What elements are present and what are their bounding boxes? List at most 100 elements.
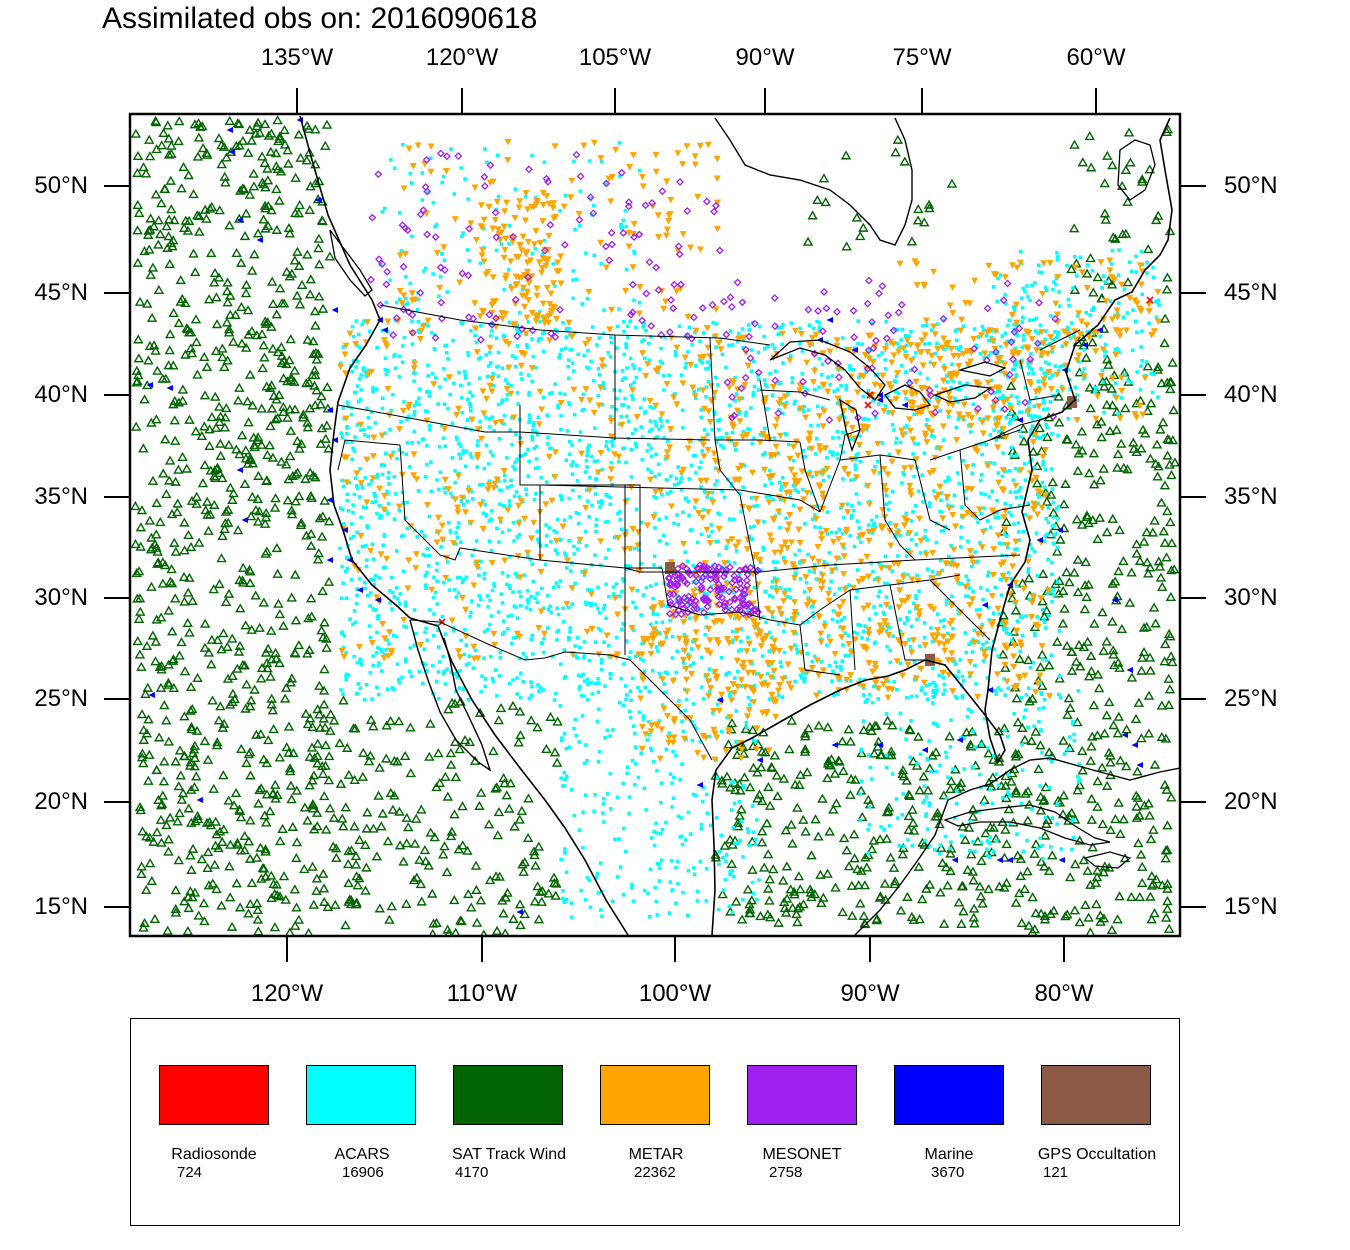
- acars-marker: [541, 606, 546, 611]
- sat-track-wind-marker: [168, 654, 179, 664]
- acars-marker: [533, 246, 538, 251]
- sat-track-wind-marker: [513, 737, 524, 747]
- acars-marker: [584, 458, 589, 463]
- acars-marker: [565, 429, 570, 433]
- acars-marker: [665, 670, 670, 675]
- sat-track-wind-marker: [349, 821, 360, 831]
- acars-marker: [544, 480, 549, 484]
- sat-track-wind-marker: [1149, 908, 1160, 918]
- sat-track-wind-marker: [1076, 426, 1088, 436]
- acars-marker: [804, 642, 808, 647]
- sat-track-wind-marker: [1039, 830, 1051, 840]
- acars-marker: [634, 762, 638, 766]
- acars-marker: [817, 321, 822, 325]
- sat-track-wind-marker: [181, 463, 192, 473]
- acars-marker: [914, 596, 918, 601]
- acars-marker: [1011, 478, 1016, 482]
- acars-marker: [661, 533, 666, 538]
- acars-marker: [1019, 495, 1024, 499]
- sat-track-wind-marker: [168, 307, 179, 317]
- sat-track-wind-marker: [178, 161, 189, 172]
- sat-track-wind-marker: [261, 475, 272, 485]
- sat-track-wind-marker: [312, 738, 323, 748]
- acars-marker: [424, 586, 428, 590]
- acars-marker: [500, 601, 505, 605]
- acars-marker: [683, 497, 688, 501]
- acars-marker: [482, 572, 487, 576]
- sat-track-wind-marker: [222, 277, 233, 287]
- sat-track-wind-marker: [987, 772, 999, 782]
- acars-marker: [765, 344, 769, 349]
- acars-marker: [654, 645, 659, 649]
- sat-track-wind-marker: [225, 482, 236, 492]
- sat-track-wind-marker: [373, 790, 384, 800]
- sat-track-wind-marker: [291, 290, 303, 300]
- sat-track-wind-marker: [1131, 548, 1142, 558]
- acars-marker: [955, 675, 960, 680]
- acars-marker: [360, 322, 364, 327]
- acars-marker: [617, 594, 622, 599]
- acars-marker: [739, 627, 744, 631]
- sat-track-wind-marker: [199, 351, 210, 362]
- acars-marker: [681, 729, 686, 734]
- sat-track-wind-marker: [994, 881, 1005, 891]
- acars-marker: [742, 785, 746, 790]
- sat-track-wind-marker: [141, 640, 153, 651]
- sat-track-wind-marker: [203, 647, 215, 657]
- acars-marker: [827, 551, 832, 555]
- acars-marker: [834, 664, 839, 669]
- acars-marker: [887, 625, 891, 630]
- acars-marker: [616, 459, 621, 464]
- acars-marker: [820, 406, 825, 410]
- acars-marker: [722, 590, 726, 594]
- acars-marker: [585, 453, 589, 458]
- sat-track-wind-marker: [1023, 920, 1035, 930]
- acars-marker: [461, 320, 465, 325]
- acars-marker: [423, 662, 428, 667]
- acars-marker: [922, 451, 927, 455]
- sat-track-wind-marker: [262, 317, 273, 327]
- sat-track-wind-marker: [1086, 666, 1097, 676]
- acars-marker: [502, 619, 506, 623]
- acars-marker: [927, 399, 931, 403]
- sat-track-wind-marker: [1161, 552, 1172, 562]
- acars-marker: [416, 319, 421, 324]
- acars-marker: [539, 490, 544, 495]
- sat-track-wind-marker: [258, 754, 269, 764]
- acars-marker: [527, 420, 531, 425]
- acars-marker: [771, 615, 775, 620]
- acars-marker: [810, 474, 815, 479]
- acars-marker: [665, 491, 670, 496]
- acars-marker: [629, 885, 634, 890]
- sat-track-wind-marker: [724, 834, 736, 844]
- sat-track-wind-marker: [401, 838, 412, 848]
- acars-marker: [368, 604, 372, 608]
- sat-track-wind-marker: [155, 814, 167, 824]
- acars-marker: [375, 511, 379, 516]
- sat-track-wind-marker: [319, 896, 330, 906]
- acars-marker: [566, 364, 571, 369]
- acars-marker: [574, 733, 579, 738]
- acars-marker: [354, 484, 359, 488]
- acars-marker: [943, 688, 947, 693]
- acars-marker: [728, 329, 733, 333]
- acars-marker: [362, 697, 367, 702]
- sat-track-wind-marker: [919, 839, 930, 849]
- sat-track-wind-marker: [471, 917, 483, 927]
- sat-track-wind-marker: [199, 421, 210, 431]
- acars-marker: [704, 866, 709, 871]
- sat-track-wind-marker: [267, 298, 279, 309]
- acars-marker: [568, 452, 572, 457]
- sat-track-wind-marker: [1023, 654, 1034, 665]
- sat-track-wind-marker: [1166, 538, 1178, 548]
- sat-track-wind-marker: [470, 860, 482, 870]
- acars-marker: [836, 436, 841, 440]
- acars-marker: [886, 410, 890, 414]
- acars-marker: [667, 911, 672, 915]
- sat-track-wind-marker: [946, 776, 957, 786]
- acars-marker: [633, 745, 638, 749]
- acars-marker: [538, 544, 543, 548]
- acars-marker: [901, 470, 905, 475]
- sat-track-wind-marker: [1112, 728, 1124, 738]
- sat-track-wind-marker: [754, 789, 765, 799]
